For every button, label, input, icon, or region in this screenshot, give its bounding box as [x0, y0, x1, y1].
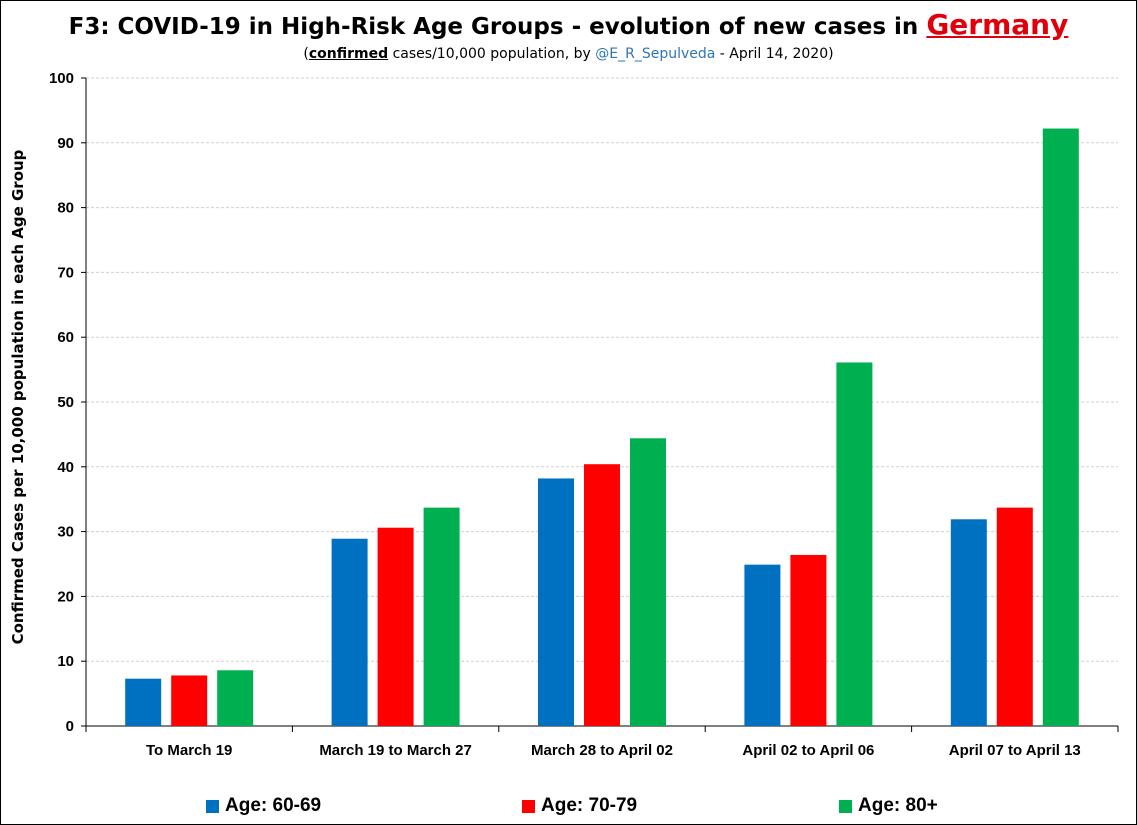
legend-label: Age: 60-69 — [225, 795, 322, 816]
legend-swatch — [522, 799, 535, 813]
subtitle-tail: - April 14, 2020) — [715, 46, 834, 62]
bar — [744, 564, 781, 726]
x-tick-label: March 28 to April 02 — [531, 742, 673, 759]
bar — [171, 675, 208, 726]
x-tick-label: April 07 to April 13 — [949, 742, 1081, 759]
chart-title-country: Germany — [926, 8, 1069, 41]
legend-item: Age: 80+ — [839, 795, 938, 817]
subtitle-emphasis: confirmed — [308, 46, 389, 62]
y-tick-label: 30 — [57, 524, 74, 541]
bar — [538, 478, 574, 726]
bar — [996, 507, 1033, 726]
bar — [1042, 128, 1079, 726]
chart-title: F3: COVID-19 in High-Risk Age Groups - e… — [0, 8, 1137, 41]
y-tick-label: 100 — [49, 70, 74, 87]
x-tick-label: March 19 to March 27 — [319, 742, 472, 759]
legend-label: Age: 70-79 — [541, 795, 638, 816]
x-tick-label: To March 19 — [146, 742, 232, 759]
legend-item: Age: 60-69 — [206, 795, 321, 817]
y-tick-label: 40 — [57, 459, 74, 476]
bar — [950, 519, 987, 726]
legend-swatch — [839, 799, 852, 813]
bar — [423, 507, 460, 726]
bar — [584, 464, 620, 726]
y-tick-label: 80 — [57, 200, 74, 217]
y-tick-label: 70 — [57, 264, 74, 281]
chart-title-main: F3: COVID-19 in High-Risk Age Groups - e… — [68, 14, 919, 40]
bar — [836, 362, 873, 726]
bar — [377, 527, 414, 726]
bar — [217, 670, 254, 726]
bar — [125, 678, 162, 726]
y-tick-label: 50 — [57, 394, 74, 411]
y-tick-label: 60 — [57, 329, 74, 346]
subtitle-middle: cases/10,000 population, by — [388, 46, 596, 62]
y-tick-label: 0 — [66, 718, 74, 735]
legend-label: Age: 80+ — [858, 795, 938, 816]
bar — [630, 438, 666, 726]
y-tick-label: 90 — [57, 135, 74, 152]
legend-swatch — [206, 799, 219, 813]
x-tick-label: April 02 to April 06 — [742, 742, 874, 759]
subtitle-open: ( — [303, 46, 309, 62]
bar — [331, 538, 368, 726]
legend-item: Age: 70-79 — [522, 795, 637, 817]
y-tick-label: 20 — [57, 588, 74, 605]
y-tick-label: 10 — [57, 653, 74, 670]
chart-subtitle: (confirmed cases/10,000 population, by @… — [0, 46, 1137, 62]
subtitle-author-handle: @E_R_Sepulveda — [595, 46, 716, 62]
bar — [790, 554, 827, 726]
